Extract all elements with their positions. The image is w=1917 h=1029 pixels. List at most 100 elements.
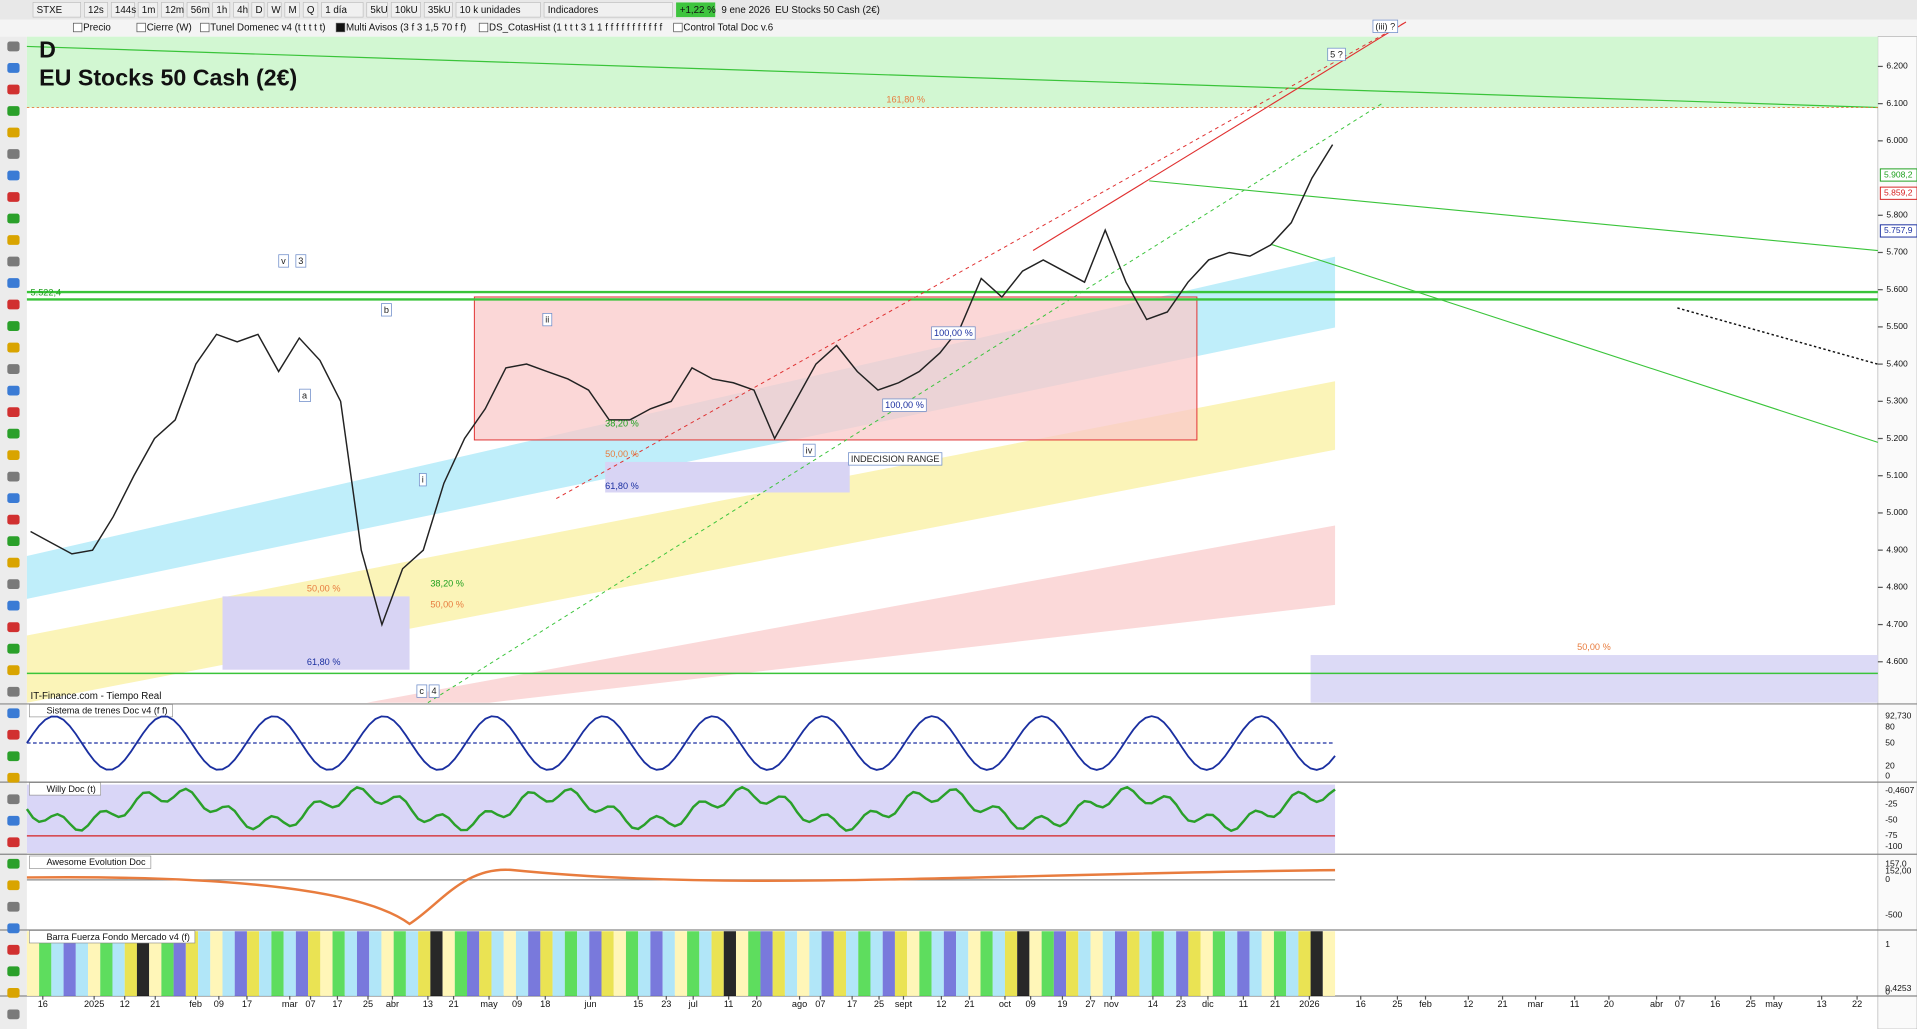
toolbar-label[interactable]: 1h bbox=[216, 5, 227, 16]
toolbar-label[interactable]: 12s bbox=[88, 5, 104, 16]
tool-icon[interactable] bbox=[7, 149, 20, 159]
toolbar-button[interactable] bbox=[186, 2, 210, 18]
tool-icon[interactable] bbox=[7, 794, 20, 805]
toolbar-button[interactable] bbox=[390, 2, 421, 18]
indicator-label[interactable]: Control Total Doc v.6 bbox=[683, 23, 773, 34]
toolbar-label[interactable]: 10 k unidades bbox=[460, 5, 521, 16]
tool-icon[interactable] bbox=[7, 622, 20, 633]
tool-icon[interactable] bbox=[7, 127, 20, 138]
tool-icon[interactable] bbox=[7, 213, 20, 224]
tool-icon[interactable] bbox=[7, 407, 20, 417]
tool-icon[interactable] bbox=[7, 342, 20, 353]
toolbar-button[interactable] bbox=[284, 2, 300, 18]
toolbar-label[interactable]: 56m bbox=[191, 5, 210, 16]
tool-icon[interactable] bbox=[7, 235, 20, 245]
toolbar-label[interactable]: 35kU bbox=[428, 5, 451, 16]
tool-icon[interactable] bbox=[7, 450, 20, 460]
toolbar-button[interactable] bbox=[543, 2, 673, 18]
indicator-checkbox[interactable] bbox=[72, 22, 83, 33]
toolbar-button[interactable] bbox=[84, 2, 108, 18]
toolbar-button[interactable] bbox=[251, 2, 265, 18]
panel-title[interactable]: Awesome Evolution Doc bbox=[46, 857, 146, 867]
indicator-label[interactable]: DS_CotasHist (1 t t t 3 1 1 f f f f f f … bbox=[489, 23, 662, 34]
toolbar-label[interactable]: STXE bbox=[37, 5, 63, 16]
tool-icon[interactable] bbox=[7, 837, 20, 848]
toolbar-button[interactable] bbox=[161, 2, 184, 18]
panel-title[interactable]: Sistema de trenes Doc v4 (f f) bbox=[46, 706, 167, 716]
tool-icon[interactable] bbox=[7, 192, 20, 202]
tool-icon[interactable] bbox=[7, 493, 20, 504]
indicator-checkbox[interactable] bbox=[673, 22, 683, 33]
tool-icon[interactable] bbox=[7, 923, 20, 934]
indicator-label[interactable]: Cierre (W) bbox=[147, 23, 192, 34]
tool-icon[interactable] bbox=[7, 944, 20, 955]
tool-icon[interactable] bbox=[7, 278, 20, 288]
toolbar-button[interactable] bbox=[302, 2, 319, 18]
toolbar-label[interactable]: 10kU bbox=[395, 5, 418, 16]
toolbar-button[interactable] bbox=[455, 2, 541, 18]
tool-icon[interactable] bbox=[7, 536, 20, 547]
indicator-label[interactable]: Precio bbox=[83, 23, 111, 34]
tool-icon[interactable] bbox=[7, 557, 20, 568]
tool-icon[interactable] bbox=[7, 170, 20, 181]
toolbar-label[interactable]: D bbox=[256, 5, 263, 16]
toolbar-button[interactable] bbox=[423, 2, 453, 18]
tool-icon[interactable] bbox=[7, 858, 20, 869]
tool-icon[interactable] bbox=[7, 428, 20, 439]
tool-icon[interactable] bbox=[7, 41, 20, 52]
tool-icon[interactable] bbox=[7, 729, 20, 740]
tool-icon[interactable] bbox=[7, 643, 20, 654]
tool-icon[interactable] bbox=[7, 600, 20, 611]
toolbar-label[interactable]: W bbox=[271, 5, 281, 16]
indicator-checkbox[interactable] bbox=[200, 22, 210, 33]
tool-icon[interactable] bbox=[7, 987, 20, 998]
toolbar-label[interactable]: 12m bbox=[165, 5, 184, 16]
tool-icon[interactable] bbox=[7, 84, 20, 95]
tool-icon[interactable] bbox=[7, 665, 20, 676]
indicator-checkbox[interactable] bbox=[136, 22, 146, 33]
toolbar-button[interactable] bbox=[110, 2, 135, 18]
tool-icon[interactable] bbox=[7, 299, 20, 310]
toolbar-label[interactable]: 144s bbox=[115, 5, 136, 16]
toolbar-button[interactable] bbox=[267, 2, 282, 18]
toolbar-button[interactable] bbox=[137, 2, 159, 18]
tool-icon[interactable] bbox=[7, 1009, 20, 1020]
toolbar-label[interactable]: Q bbox=[307, 5, 315, 16]
toolbar-label[interactable]: +1,22 % bbox=[680, 5, 716, 16]
tool-icon[interactable] bbox=[7, 815, 20, 826]
tool-icon[interactable] bbox=[7, 751, 20, 762]
tool-icon[interactable] bbox=[7, 880, 20, 891]
toolbar-button[interactable] bbox=[321, 2, 364, 18]
toolbar-label[interactable]: 5kU bbox=[370, 5, 387, 16]
tool-icon[interactable] bbox=[7, 579, 20, 590]
tool-icon[interactable] bbox=[7, 471, 20, 482]
tool-icon[interactable] bbox=[7, 321, 20, 331]
tool-icon[interactable] bbox=[7, 772, 20, 783]
toolbar-button[interactable] bbox=[32, 2, 81, 18]
indicator-label[interactable]: Multi Avisos (3 f 3 1,5 70 f f) bbox=[346, 23, 466, 34]
tool-icon[interactable] bbox=[7, 966, 20, 977]
toolbar-button[interactable] bbox=[233, 2, 249, 18]
indicator-label[interactable]: Tunel Domenec v4 (t t t t t) bbox=[210, 23, 325, 34]
toolbar-label[interactable]: 4h bbox=[237, 5, 248, 16]
toolbar-label[interactable]: 9 ene 2026 bbox=[721, 5, 770, 16]
toolbar-label[interactable]: 1 día bbox=[325, 5, 347, 16]
indicator-checkbox[interactable] bbox=[478, 22, 489, 33]
tool-icon[interactable] bbox=[7, 63, 20, 73]
toolbar-label[interactable]: 1m bbox=[142, 5, 156, 16]
tool-icon[interactable] bbox=[7, 256, 20, 267]
tool-icon[interactable] bbox=[7, 901, 20, 912]
toolbar-button[interactable] bbox=[366, 2, 388, 18]
panel-title[interactable]: Barra Fuerza Fondo Mercado v4 (f) bbox=[46, 932, 190, 942]
toolbar-label[interactable]: M bbox=[289, 5, 297, 16]
panel-title[interactable]: Willy Doc (t) bbox=[46, 784, 95, 794]
tool-icon[interactable] bbox=[7, 686, 20, 697]
tool-icon[interactable] bbox=[7, 514, 20, 525]
tool-icon[interactable] bbox=[7, 385, 20, 396]
tool-icon[interactable] bbox=[7, 364, 20, 374]
toolbar-label[interactable]: EU Stocks 50 Cash (2€) bbox=[775, 5, 880, 16]
toolbar-label[interactable]: Indicadores bbox=[548, 5, 599, 16]
tool-icon[interactable] bbox=[7, 106, 20, 116]
tool-icon[interactable] bbox=[7, 708, 20, 719]
toolbar-button[interactable] bbox=[212, 2, 231, 18]
